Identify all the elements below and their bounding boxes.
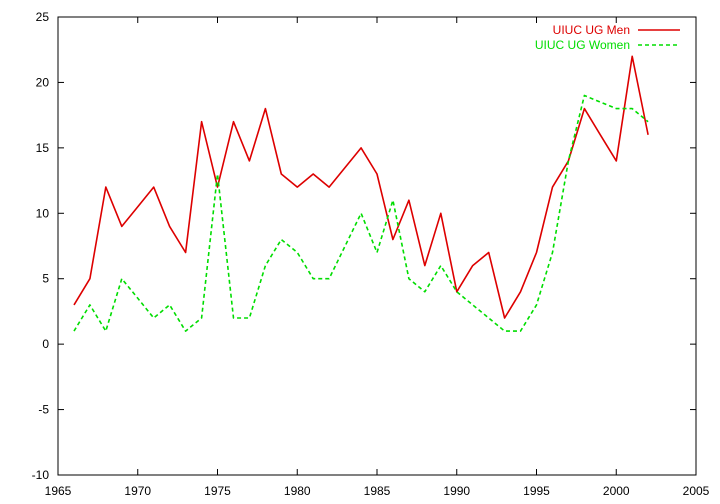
x-tick-label-2000: 2000 [603, 484, 630, 498]
series-layer [73, 55, 649, 332]
x-tick-label-1975: 1975 [204, 484, 231, 498]
y-tick-label--5: -5 [38, 403, 49, 417]
y-tick-label-5: 5 [42, 272, 49, 286]
plot-frame [57, 16, 697, 476]
x-tick-label-1990: 1990 [443, 484, 470, 498]
y-tick-label-20: 20 [36, 75, 50, 89]
series-line-uiuc-ug-men [73, 55, 649, 319]
x-tick-label-1995: 1995 [523, 484, 550, 498]
legend-label-uiuc-ug-men: UIUC UG Men [553, 23, 630, 37]
y-tick-label-25: 25 [36, 10, 50, 24]
y-tick-label-10: 10 [36, 206, 50, 220]
ticks-layer: 1965 1970 1975 1980 1985 1990 1995 2000 2005-10-… [32, 10, 710, 498]
x-tick-label-2005: 2005 [683, 484, 710, 498]
x-tick-label-1970: 1970 [124, 484, 151, 498]
x-tick-label-1985: 1985 [364, 484, 391, 498]
y-tick-label-0: 0 [42, 337, 49, 351]
x-tick-label-1965: 1965 [45, 484, 72, 498]
y-tick-label--10: -10 [32, 468, 50, 482]
series-line-uiuc-ug-women [73, 94, 649, 332]
legend-label-uiuc-ug-women: UIUC UG Women [535, 38, 630, 52]
x-tick-label-1980: 1980 [284, 484, 311, 498]
y-tick-label-15: 15 [36, 141, 50, 155]
